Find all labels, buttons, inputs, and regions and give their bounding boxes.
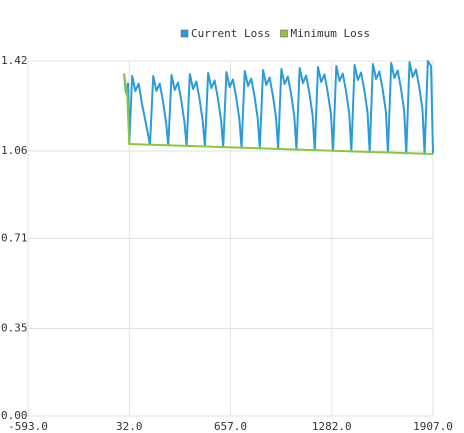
y-tick-label: 1.06 [1, 144, 28, 157]
x-tick-label: -593.0 [8, 420, 48, 433]
y-tick-label: 1.42 [1, 54, 28, 67]
legend-item: Minimum Loss [280, 27, 370, 40]
legend-label: Current Loss [191, 27, 270, 40]
legend: Current Loss Minimum Loss [180, 27, 370, 40]
x-tick-label: 32.0 [116, 420, 143, 433]
x-tick-label: 657.0 [214, 420, 247, 433]
legend-swatch [280, 29, 288, 38]
line-series [123, 60, 434, 155]
y-tick-label: 0.71 [1, 232, 28, 245]
y-tick-label: 0.35 [1, 322, 28, 335]
line-series [123, 73, 434, 155]
legend-item: Current Loss [180, 27, 270, 40]
legend-label: Minimum Loss [290, 27, 369, 40]
x-tick-label: 1907.0 [413, 420, 453, 433]
y-tick-label: 0.00 [1, 409, 28, 422]
legend-swatch [180, 29, 189, 38]
x-tick-label: 1282.0 [312, 420, 352, 433]
